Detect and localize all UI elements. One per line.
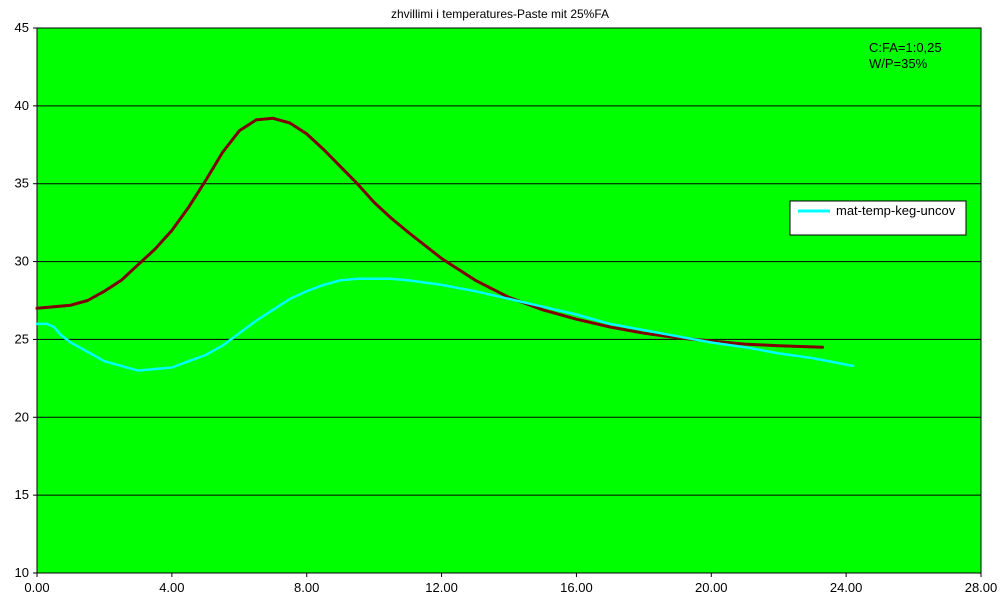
x-tick-label: 16.00 <box>560 580 593 595</box>
annotation-block: C:FA=1:0,25 W/P=35% <box>869 40 942 71</box>
grid-layer <box>36 27 982 574</box>
x-tick-label: 0.00 <box>24 580 49 595</box>
y-tick-label: 30 <box>15 254 29 269</box>
series-line-dark-red <box>35 116 824 349</box>
annotation-wp: W/P=35% <box>869 56 928 71</box>
legend-label-mat-temp-keg-uncov: mat-temp-keg-uncov <box>836 203 956 218</box>
chart-title: zhvillimi i temperatures-Paste mit 25%FA <box>391 7 609 21</box>
annotation-cfa: C:FA=1:0,25 <box>869 40 942 55</box>
x-tick-label: 4.00 <box>159 580 184 595</box>
legend: mat-temp-keg-uncov <box>789 200 967 236</box>
axis-layer: 10 15 20 25 30 35 40 45 0.00 4.00 8.00 12.00 16.00 20… <box>15 20 998 595</box>
legend-box <box>789 200 967 236</box>
x-tick-label: 8.00 <box>294 580 319 595</box>
y-tick-label: 40 <box>15 98 29 113</box>
x-tick-label: 28.00 <box>965 580 998 595</box>
plot-area <box>36 27 982 574</box>
y-tick-label: 15 <box>15 487 29 502</box>
x-tick-label: 20.00 <box>695 580 728 595</box>
series-line-mat-temp-keg-uncov <box>35 277 855 372</box>
y-tick-label: 20 <box>15 409 29 424</box>
x-tick-label: 24.00 <box>830 580 863 595</box>
y-tick-label: 35 <box>15 176 29 191</box>
y-tick-label: 25 <box>15 331 29 346</box>
series-layer <box>35 116 855 372</box>
y-tick-label: 10 <box>15 565 29 580</box>
x-tick-label: 12.00 <box>425 580 458 595</box>
y-tick-label: 45 <box>15 20 29 35</box>
